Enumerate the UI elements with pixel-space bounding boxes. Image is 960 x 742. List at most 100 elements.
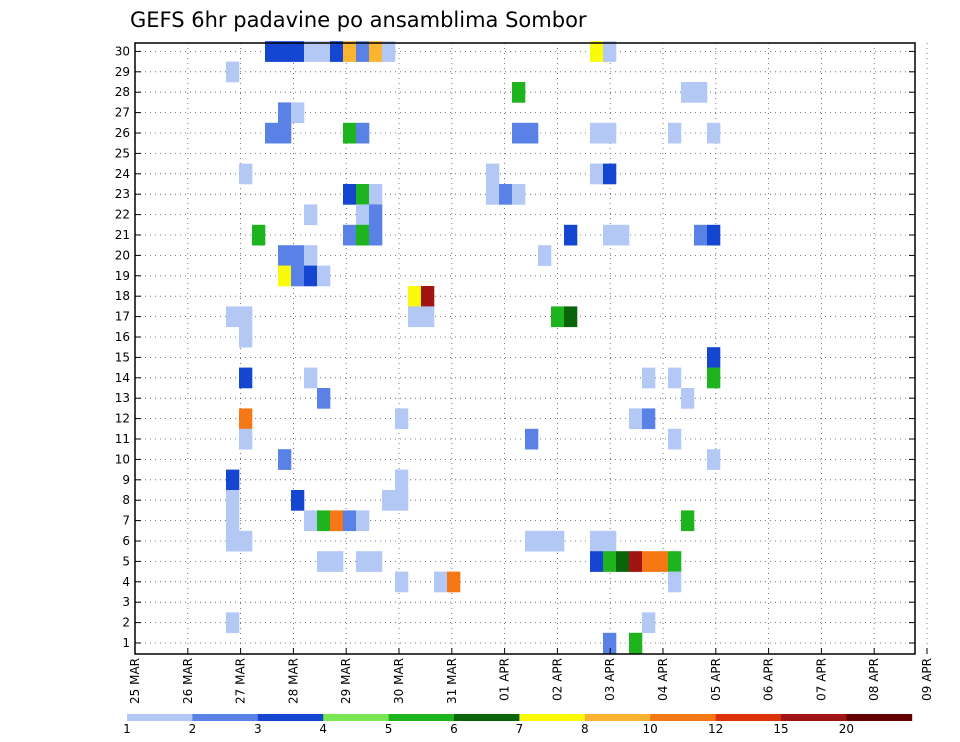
y-tick-label: 20 (115, 248, 130, 262)
heatmap-cell (343, 122, 357, 144)
heatmap-cell (304, 510, 318, 532)
y-tick-label: 17 (115, 310, 130, 324)
heatmap-cell (681, 82, 695, 103)
x-tick-label: 31 MAR (445, 658, 459, 704)
heatmap-cell (226, 612, 240, 634)
heatmap-cell (668, 571, 682, 593)
y-tick-label: 12 (115, 412, 130, 426)
colorbar-label: 8 (581, 722, 589, 736)
colorbar-segment (257, 714, 324, 721)
heatmap-cell (356, 41, 370, 62)
heatmap-cell (642, 551, 656, 572)
heatmap-cell (629, 551, 643, 572)
heatmap-cell (603, 41, 617, 62)
heatmap-cell (226, 510, 240, 532)
heatmap-cell (239, 306, 253, 328)
colorbar-segment (388, 714, 455, 721)
colorbar: 1 2 3 4 5 6 7 8 10 12 15 20 (123, 714, 913, 736)
x-tick-label: 02 APR (550, 658, 564, 701)
heatmap-cell (395, 571, 409, 593)
heatmap-cell (681, 510, 695, 532)
colorbar-segment (192, 714, 259, 721)
heatmap-cell (551, 530, 565, 552)
heatmap-cell (603, 632, 617, 654)
heatmap-cell (356, 551, 370, 572)
heatmap-cell (291, 41, 305, 62)
heatmap-cell (356, 510, 370, 532)
heatmap-cell (265, 41, 279, 62)
x-tick-label: 29 MAR (339, 658, 353, 704)
colorbar-label: 10 (643, 722, 658, 736)
heatmap-cell (629, 408, 643, 430)
heatmap-cell (707, 122, 721, 144)
heatmap-cell (278, 41, 292, 62)
heatmap-cell (499, 184, 513, 205)
heatmap-cell (317, 551, 331, 572)
heatmap-cell (291, 490, 305, 511)
heatmap-cell (408, 306, 422, 328)
heatmap-cell (278, 245, 292, 266)
heatmap-cell (694, 224, 708, 246)
colorbar-label: 1 (123, 722, 131, 736)
y-tick-label: 13 (115, 391, 130, 405)
heatmap-cell (304, 41, 318, 62)
heatmap-cell (343, 41, 357, 62)
plot-frame (134, 42, 916, 655)
heatmap-cell (642, 612, 656, 634)
y-tick-label: 23 (115, 187, 130, 201)
y-tick-label: 14 (115, 371, 130, 385)
heatmap-cell (226, 61, 240, 83)
heatmap-cell (356, 204, 370, 226)
x-tick-label: 01 APR (498, 658, 512, 701)
heatmap-cell (616, 224, 630, 246)
heatmap-cell (590, 122, 604, 144)
heatmap-cell (291, 265, 305, 287)
heatmap-cell (512, 184, 526, 205)
heatmap-cell (317, 388, 331, 409)
heatmap-cell (603, 224, 617, 246)
heatmap-cell (356, 224, 370, 246)
y-tick-label: 7 (122, 514, 130, 528)
heatmap-cell (278, 102, 292, 124)
heatmap-cell (668, 551, 682, 572)
colorbar-segment (584, 714, 651, 721)
heatmap-cell (564, 306, 578, 328)
colorbar-segment (454, 714, 520, 721)
colorbar-segment (323, 714, 389, 721)
y-tick-label: 29 (115, 65, 130, 79)
colorbar-label: 7 (516, 722, 524, 736)
heatmap-cell (291, 245, 305, 266)
heatmap-cell (447, 571, 461, 593)
x-tick-label: 03 APR (603, 658, 617, 701)
heatmap-cell (668, 428, 682, 450)
heatmap-cell (278, 449, 292, 470)
x-tick-label: 09 APR (920, 658, 934, 701)
heatmap-cell (239, 408, 253, 430)
y-tick-label: 1 (122, 636, 130, 650)
heatmap-cell (239, 163, 253, 185)
y-tick-label: 15 (115, 350, 130, 364)
heatmap-cell (226, 530, 240, 552)
heatmap-cell (512, 82, 526, 103)
x-axis-ticks: 25 MAR 26 MAR 27 MAR 28 MAR 29 MAR 30 MAR 31 M… (128, 648, 934, 704)
heatmap-cell (278, 265, 292, 287)
chart-title: GEFS 6hr padavine po ansamblima Sombor (130, 8, 587, 32)
heatmap-cell (304, 204, 318, 226)
x-tick-label: 26 MAR (181, 658, 195, 704)
heatmap-cell (707, 347, 721, 368)
heatmap-cell (330, 510, 344, 532)
heatmap-cell (343, 510, 357, 532)
heatmap-cell (655, 551, 669, 572)
heatmap-cell (421, 306, 435, 328)
y-tick-label: 30 (115, 44, 130, 58)
heatmap-cell (278, 122, 292, 144)
y-tick-label: 25 (115, 146, 130, 160)
heatmap-cell (590, 530, 604, 552)
colorbar-label: 3 (254, 722, 262, 736)
y-tick-label: 21 (115, 228, 130, 242)
heatmap-cell (668, 367, 682, 389)
x-tick-label: 05 APR (709, 658, 723, 701)
x-tick-label: 25 MAR (128, 658, 142, 704)
y-tick-label: 9 (122, 473, 130, 487)
